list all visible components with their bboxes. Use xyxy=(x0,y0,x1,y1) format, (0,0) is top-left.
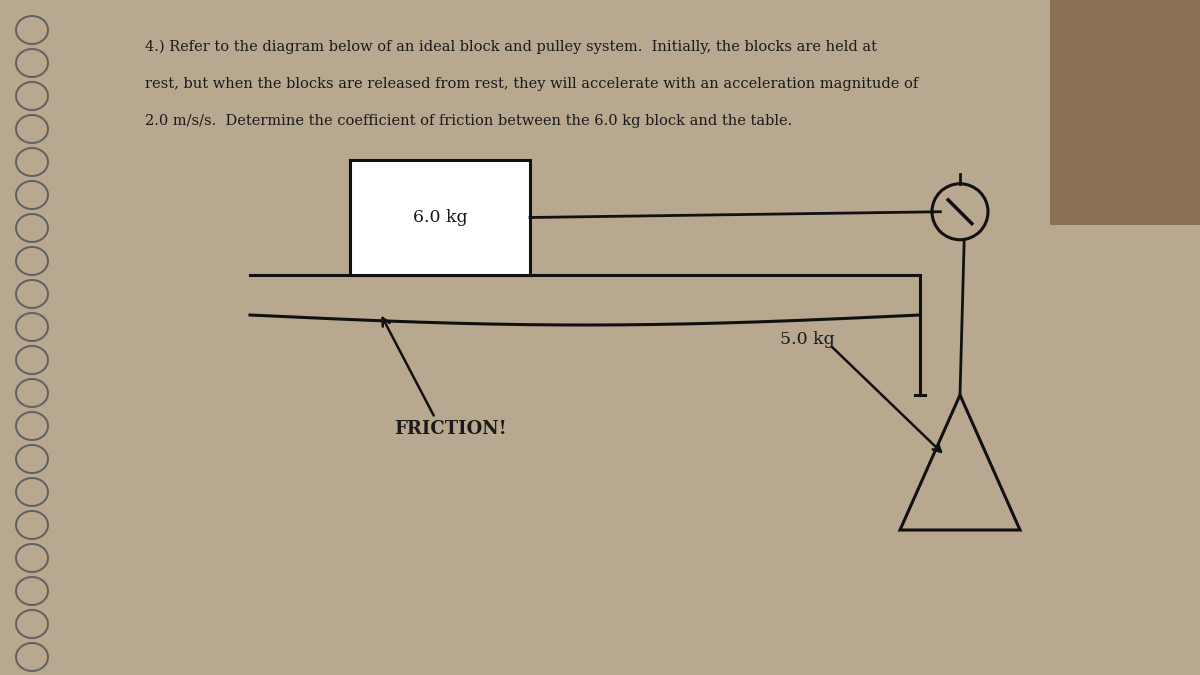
Bar xyxy=(1050,0,1200,225)
Text: FRICTION!: FRICTION! xyxy=(394,420,506,438)
Text: rest, but when the blocks are released from rest, they will accelerate with an a: rest, but when the blocks are released f… xyxy=(145,77,918,91)
Text: 2.0 m/s/s.  Determine the coefficient of friction between the 6.0 kg block and t: 2.0 m/s/s. Determine the coefficient of … xyxy=(145,114,792,128)
Text: 5.0 kg: 5.0 kg xyxy=(780,331,835,348)
Bar xyxy=(350,160,530,275)
Text: 6.0 kg: 6.0 kg xyxy=(413,209,467,226)
Text: 4.) Refer to the diagram below of an ideal block and pulley system.  Initially, : 4.) Refer to the diagram below of an ide… xyxy=(145,40,877,55)
